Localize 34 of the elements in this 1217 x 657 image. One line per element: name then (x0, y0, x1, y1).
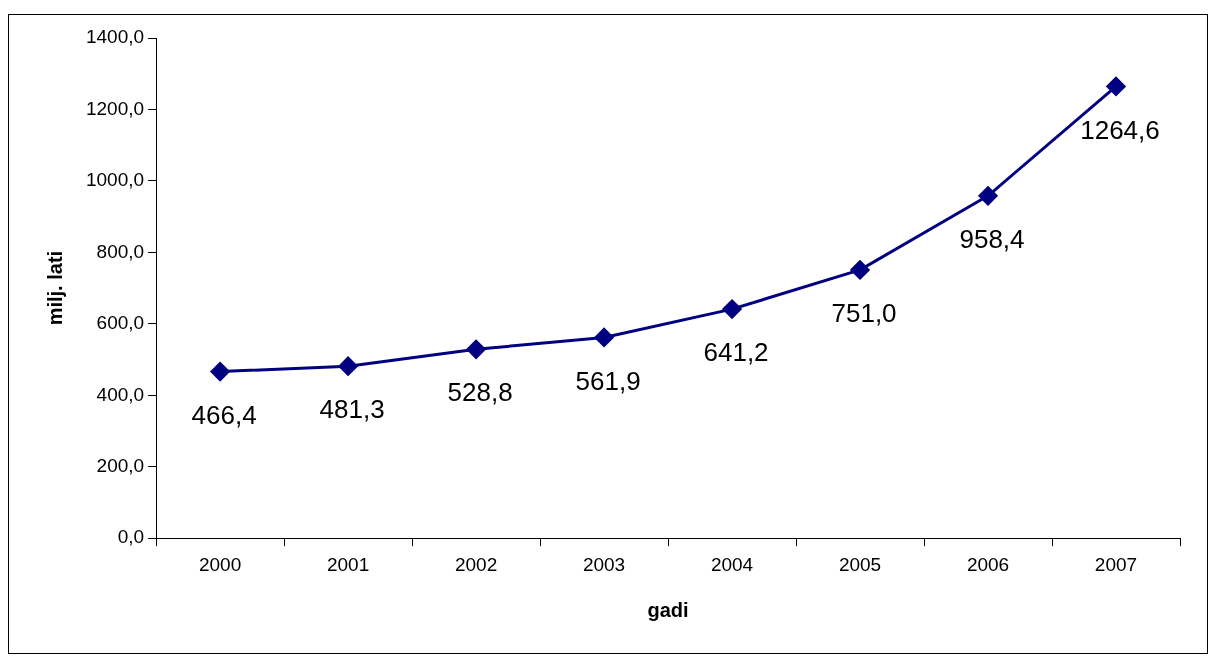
y-tick-label: 800,0 (96, 240, 145, 262)
x-axis-title: gadi (647, 598, 689, 621)
y-axis-title: milj. lati (43, 250, 66, 326)
data-label: 466,4 (191, 399, 257, 430)
point (850, 260, 870, 280)
data-label: 1264,6 (1080, 114, 1160, 145)
y-tick-label: 1000,0 (85, 169, 145, 191)
x-tick-label: 2000 (198, 553, 242, 575)
point (722, 299, 742, 319)
data-label: 561,9 (575, 365, 641, 396)
point (978, 186, 998, 206)
data-label: 528,8 (447, 377, 513, 408)
point (594, 327, 614, 347)
point (1106, 76, 1126, 96)
data-label: 958,4 (959, 223, 1025, 254)
point (210, 362, 230, 382)
y-tick-label: 0,0 (117, 526, 145, 548)
x-tick-label: 2001 (326, 553, 370, 575)
x-tick-label: 2007 (1094, 553, 1138, 575)
y-tick-label: 1200,0 (85, 97, 145, 119)
y-tick-label: 400,0 (96, 383, 145, 405)
y-tick-label: 600,0 (96, 312, 145, 334)
x-tick-label: 2004 (710, 553, 754, 575)
y-tick-label: 1400,0 (85, 26, 145, 48)
y-tick-label: 200,0 (96, 454, 145, 476)
data-label: 481,3 (319, 394, 385, 425)
data-label: 641,2 (703, 337, 769, 368)
data-label: 751,0 (831, 298, 897, 329)
point (338, 356, 358, 376)
x-tick-label: 2003 (582, 553, 626, 575)
x-tick-label: 2002 (454, 553, 498, 575)
x-tick-label: 2006 (966, 553, 1010, 575)
point (466, 339, 486, 359)
x-tick-label: 2005 (838, 553, 882, 575)
